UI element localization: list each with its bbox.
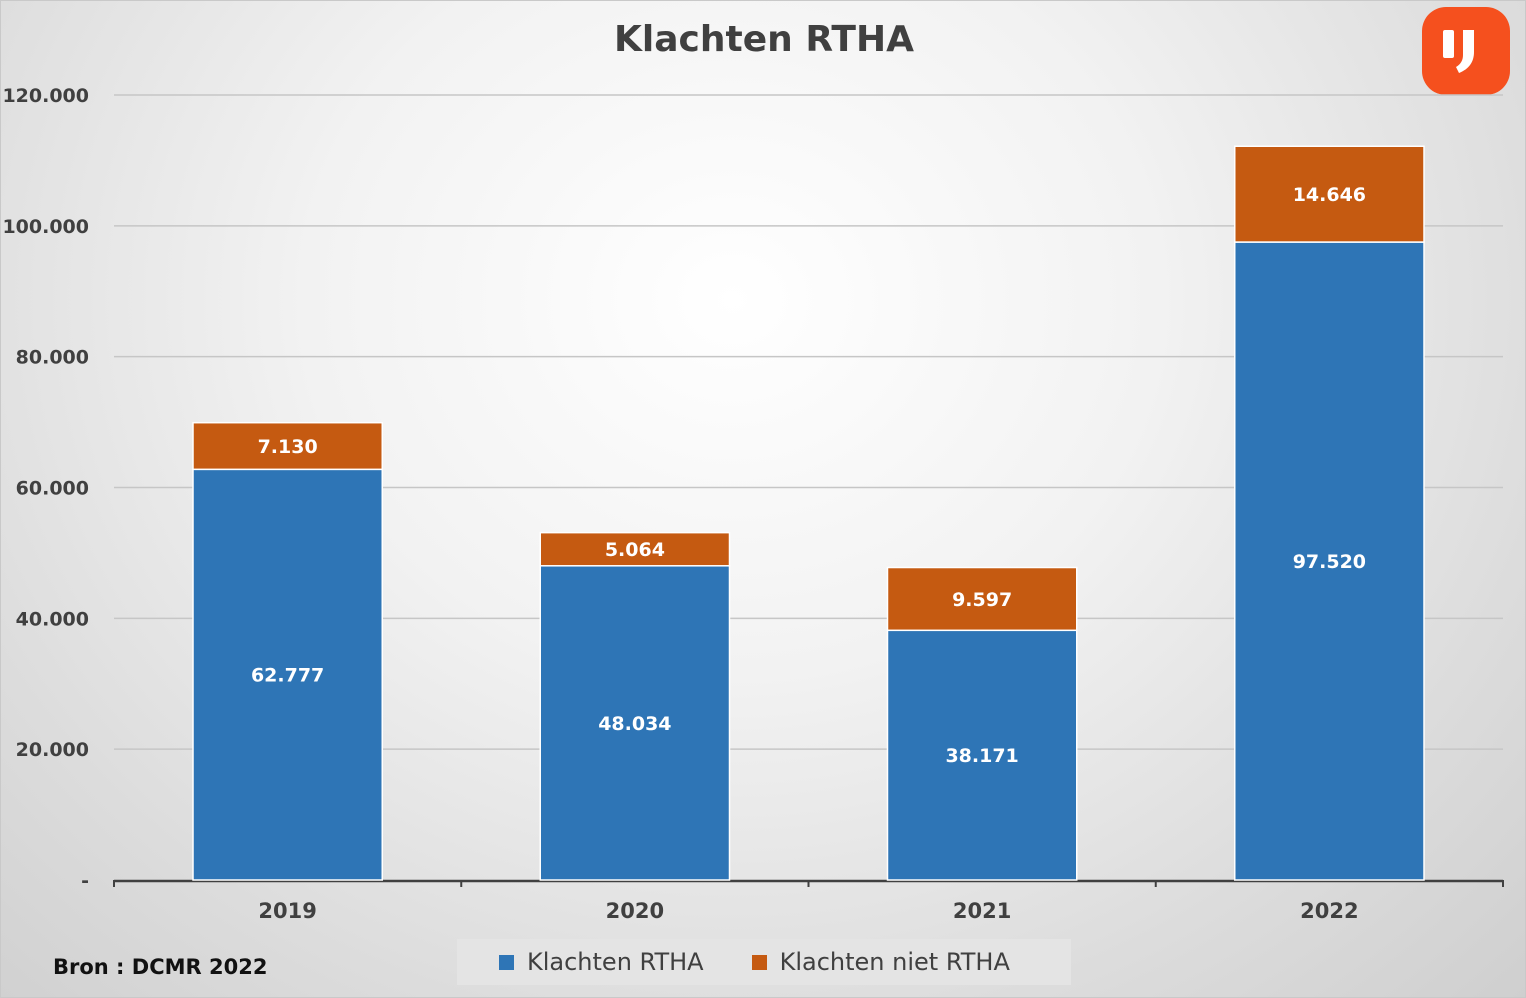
data-label: 7.130 bbox=[258, 436, 318, 458]
x-tick-label: 2019 bbox=[258, 899, 316, 923]
legend-swatch-klachten-niet-rtha bbox=[751, 954, 767, 970]
x-tick-label: 2022 bbox=[1300, 899, 1358, 923]
legend-item-klachten-niet-rtha: Klachten niet RTHA bbox=[751, 948, 1010, 976]
bar-segment bbox=[539, 565, 731, 881]
y-tick-label: 120.000 bbox=[2, 85, 89, 107]
bar-segment bbox=[886, 566, 1078, 632]
legend-item-klachten-rtha: Klachten RTHA bbox=[499, 948, 704, 976]
y-tick-label: 100.000 bbox=[2, 216, 89, 238]
y-tick-label: - bbox=[81, 870, 89, 892]
data-label: 5.064 bbox=[605, 539, 665, 561]
data-label: 38.171 bbox=[945, 745, 1018, 767]
chart-title: Klachten RTHA bbox=[614, 19, 914, 60]
ij-logo-icon bbox=[1422, 7, 1510, 95]
data-label: 62.777 bbox=[251, 665, 324, 687]
bar-segment bbox=[1233, 145, 1425, 243]
legend-label-klachten-rtha: Klachten RTHA bbox=[527, 948, 704, 976]
bar-segment bbox=[192, 421, 384, 471]
data-label: 9.597 bbox=[952, 589, 1012, 611]
legend: Klachten RTHA Klachten niet RTHA bbox=[457, 939, 1071, 985]
y-tick-label: 80.000 bbox=[16, 347, 89, 369]
bar-segment bbox=[539, 531, 731, 567]
y-tick-label: 40.000 bbox=[16, 608, 89, 630]
data-label: 48.034 bbox=[598, 713, 671, 735]
legend-label-klachten-niet-rtha: Klachten niet RTHA bbox=[779, 948, 1010, 976]
data-label: 97.520 bbox=[1293, 551, 1366, 573]
y-tick-label: 60.000 bbox=[16, 478, 89, 500]
bar-segment bbox=[886, 629, 1078, 881]
x-tick-label: 2020 bbox=[606, 899, 664, 923]
source-note: Bron : DCMR 2022 bbox=[53, 955, 268, 979]
x-tick-label: 2021 bbox=[953, 899, 1011, 923]
legend-swatch-klachten-rtha bbox=[499, 954, 514, 970]
y-tick-label: 20.000 bbox=[16, 739, 89, 761]
data-label: 14.646 bbox=[1293, 184, 1366, 206]
